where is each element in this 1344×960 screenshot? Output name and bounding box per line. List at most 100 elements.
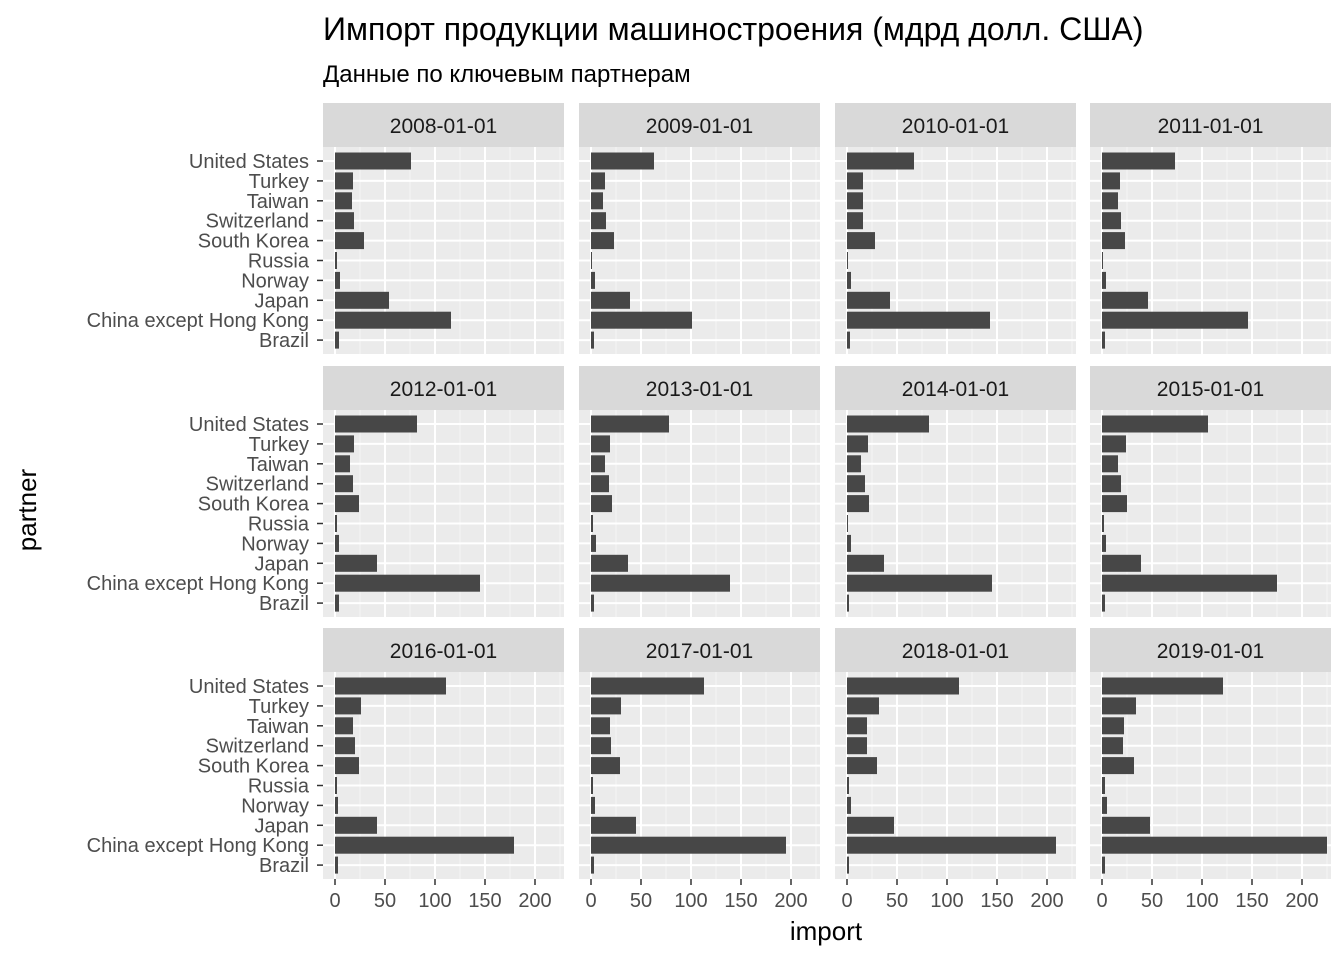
bar [335,574,480,592]
x-tick-label: 0 [841,890,852,912]
bar [1102,796,1107,814]
y-tick-label: Taiwan [247,454,309,476]
bar [847,455,861,473]
bar [335,192,352,210]
bar [1102,152,1175,170]
bar [847,515,848,532]
facet-panel: 2015-01-01 [1090,366,1331,617]
bar [335,415,417,433]
facet-strip [835,628,1076,672]
bar [591,311,692,329]
y-tick-label: Japan [255,553,310,575]
y-tick-label: Turkey [249,171,309,193]
bar [1102,717,1124,735]
facet-strip-label: 2011-01-01 [1158,115,1264,138]
facet-panel: 2016-01-01 United StatesTurkeyTaiwanSwitz… [87,628,564,912]
bar [1102,172,1120,190]
bar [1102,475,1121,493]
x-tick-label: 100 [674,890,707,912]
bar [1102,836,1327,854]
bar [1102,816,1150,834]
bar [335,594,339,612]
bar [847,677,959,695]
facet-strip [835,366,1076,410]
x-tick-label: 100 [930,890,963,912]
bar [847,816,894,834]
y-tick-label: Russia [248,251,310,273]
x-tick-label: 0 [1096,890,1107,912]
y-tick-label: China except Hong Kong [87,835,309,857]
bar [1102,455,1118,473]
y-tick-label: Russia [248,514,310,536]
y-tick-label: Norway [241,533,309,555]
bar [335,252,337,269]
bar [335,554,377,572]
y-tick-label: Brazil [259,330,309,352]
bar [591,455,605,473]
bar [847,554,884,572]
x-tick-label: 50 [1141,890,1163,912]
bar [335,515,337,532]
x-axis-title: import [790,916,863,946]
y-tick-label: Brazil [259,855,309,877]
bar [335,534,339,552]
bar [1102,697,1136,715]
bar [335,435,354,453]
y-tick-label: Brazil [259,593,309,615]
bar [847,331,850,349]
x-tick-label: 200 [518,890,551,912]
y-tick-label: United States [189,414,309,436]
facet-strip-label: 2016-01-01 [390,640,497,663]
bar [847,192,863,210]
bar [591,554,628,572]
bar [847,594,849,612]
bar [591,232,614,250]
bar [847,212,863,230]
facet-strip-label: 2015-01-01 [1157,378,1264,401]
bar [1102,435,1126,453]
facet-strip-label: 2019-01-01 [1157,640,1264,663]
bar [335,232,364,250]
bar [335,212,354,230]
bar [847,152,914,170]
bar [1102,515,1104,532]
bar [847,271,851,289]
x-tick-label: 200 [774,890,807,912]
bar [335,152,411,170]
facet-strip-label: 2010-01-01 [902,115,1009,138]
bar [847,534,851,552]
bar [1102,271,1106,289]
bar [335,311,451,329]
x-tick-label: 150 [1235,890,1268,912]
y-tick-label: China except Hong Kong [87,310,309,332]
bar [847,495,869,513]
bar [591,757,620,775]
x-tick-label: 200 [1285,890,1318,912]
facet-strip [579,366,820,410]
facet-panel: 2010-01-01 [835,103,1076,354]
facet-strip-label: 2018-01-01 [902,640,1009,663]
bar [591,415,669,433]
bar [335,291,389,309]
bar [1102,757,1134,775]
bar [591,574,730,592]
bar [335,677,446,695]
bar [591,836,786,854]
bar [591,677,704,695]
x-tick-label: 150 [724,890,757,912]
bar [591,252,592,269]
bar [1102,574,1277,592]
bar [847,737,867,755]
bar [847,856,849,874]
bar [847,172,863,190]
y-tick-label: Japan [255,290,310,312]
facet-strip [323,103,564,147]
y-tick-label: United States [189,676,309,698]
bar [335,757,359,775]
facet-strip-label: 2013-01-01 [646,378,753,401]
bar [591,495,612,513]
bar [847,777,849,794]
bar [1102,212,1121,230]
